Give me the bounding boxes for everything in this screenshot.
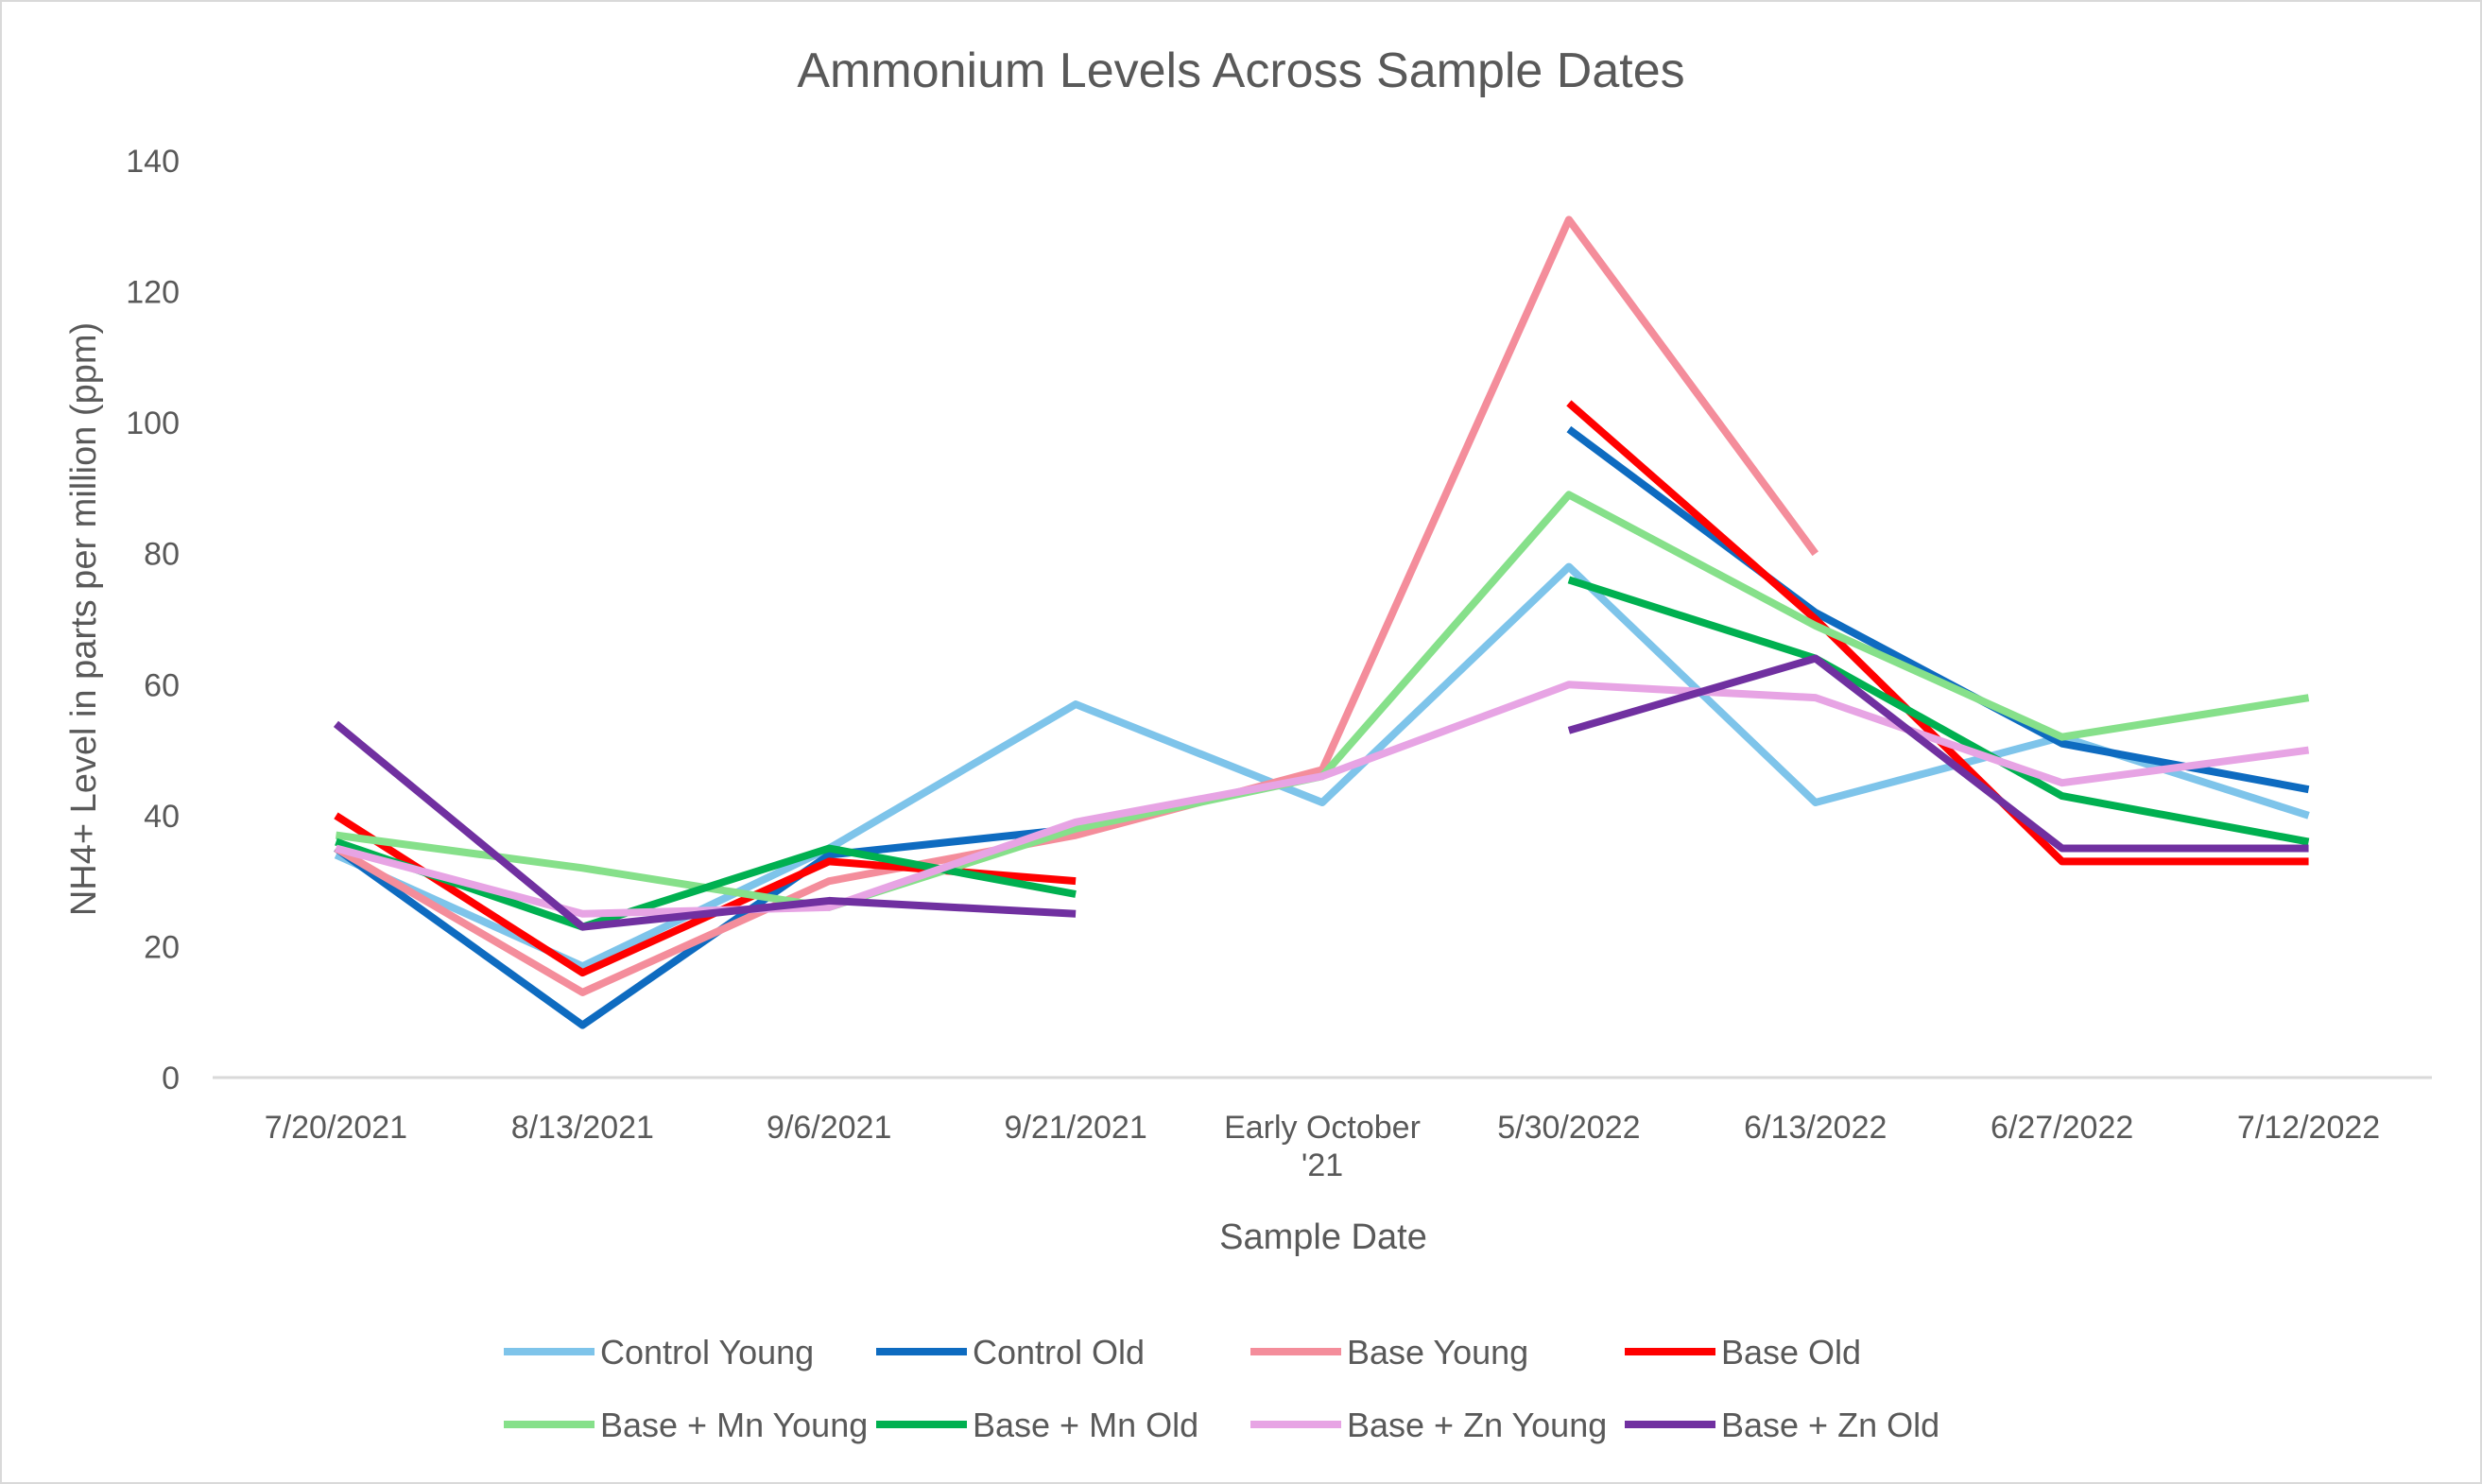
- legend-label-control-young: Control Young: [600, 1333, 814, 1372]
- series-line-base-mn-old: [1567, 576, 2310, 846]
- x-tick-label: 5/30/2022: [1497, 1110, 1640, 1146]
- x-tick-label: 7/12/2022: [2237, 1110, 2380, 1146]
- y-tick-label: 100: [126, 406, 180, 441]
- series-line-base-zn-old: [1567, 654, 2309, 853]
- y-tick-label: 80: [144, 537, 180, 573]
- y-tick-label: 140: [126, 144, 180, 180]
- legend-label-base-zn-old: Base + Zn Old: [1721, 1406, 1939, 1444]
- series-line-base-mn-young: [335, 491, 2310, 911]
- x-tick-label: 8/13/2021: [511, 1110, 654, 1146]
- x-tick-label: 9/6/2021: [767, 1110, 891, 1146]
- legend-label-base-young: Base Young: [1347, 1333, 1528, 1372]
- y-tick-label: 120: [126, 275, 180, 311]
- x-tick-label: 6/13/2022: [1744, 1110, 1887, 1146]
- series-line-base-young: [334, 216, 1818, 996]
- legend-label-base-mn-young: Base + Mn Young: [600, 1406, 868, 1444]
- legend-label-base-old: Base Old: [1721, 1333, 1861, 1372]
- series-line-base-zn-young: [335, 681, 2310, 918]
- y-tick-label: 40: [144, 799, 180, 835]
- x-axis-title: Sample Date: [1219, 1217, 1427, 1257]
- series-line-base-zn-old: [333, 720, 1077, 931]
- x-axis-ticks: 7/20/2021 8/13/2021 9/6/2021 9/21/2021 Early…: [265, 1110, 2380, 1183]
- x-tick-label: 6/27/2022: [1991, 1110, 2133, 1146]
- chart-title: Ammonium Levels Across Sample Dates: [797, 43, 1684, 98]
- legend-label-base-mn-old: Base + Mn Old: [973, 1406, 1198, 1444]
- y-axis-title: NH4+ Level in parts per million (ppm): [64, 322, 104, 916]
- series-lines: [333, 216, 2310, 1029]
- legend-label-base-zn-young: Base + Zn Young: [1347, 1406, 1607, 1444]
- series-line-base-old: [1566, 400, 2309, 866]
- legend-label-control-old: Control Old: [973, 1333, 1145, 1372]
- y-tick-label: 60: [144, 667, 180, 703]
- series-line-control-young: [334, 562, 2310, 971]
- y-axis-ticks: 0 20 40 60 80 100 120 140: [126, 144, 180, 1096]
- y-tick-label: 20: [144, 929, 180, 965]
- x-tick-label: 9/21/2021: [1004, 1110, 1146, 1146]
- legend: Control Young Control Old Base Young Base O…: [504, 1333, 1939, 1444]
- x-tick-label: 7/20/2021: [265, 1110, 407, 1146]
- y-tick-label: 0: [162, 1061, 180, 1096]
- x-tick-label: Early October '21: [1224, 1110, 1421, 1183]
